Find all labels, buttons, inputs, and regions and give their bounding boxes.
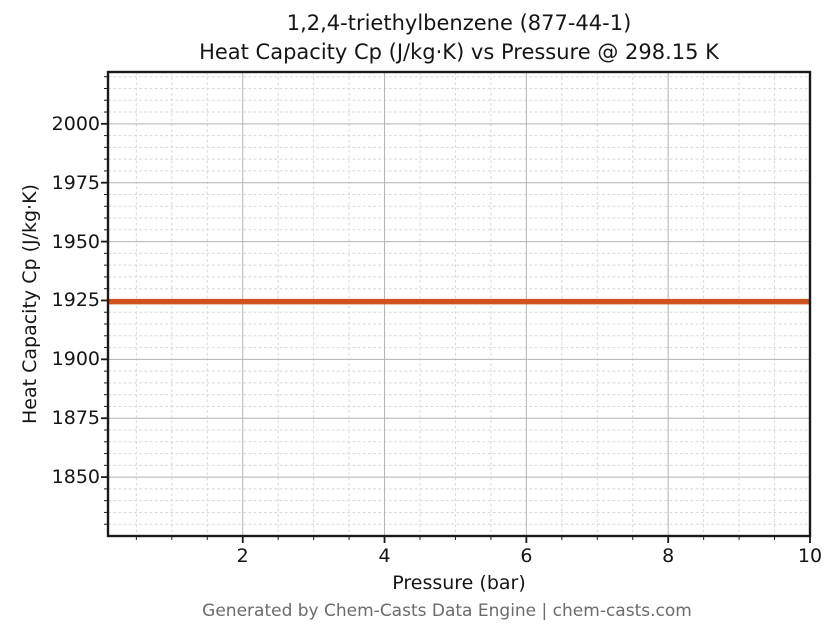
y-tick-label: 1875 <box>51 407 100 430</box>
x-axis-label: Pressure (bar) <box>392 572 526 594</box>
chart-title-line1: 1,2,4-triethylbenzene (877-44-1) <box>286 11 632 35</box>
chart-title-line2: Heat Capacity Cp (J/kg·K) vs Pressure @ … <box>199 40 719 64</box>
x-tick-label: 8 <box>662 545 675 567</box>
x-tick-label: 4 <box>378 545 391 567</box>
y-tick-label: 1975 <box>51 171 100 194</box>
y-tick-label: 1925 <box>51 289 100 312</box>
x-tick-label: 10 <box>797 545 823 567</box>
footer-attribution: Generated by Chem-Casts Data Engine | ch… <box>202 601 692 621</box>
y-axis-label: Heat Capacity Cp (J/kg·K) <box>19 184 41 424</box>
y-tick-label: 2000 <box>51 112 100 135</box>
chart-title: 1,2,4-triethylbenzene (877-44-1) Heat Ca… <box>108 9 810 67</box>
x-tick-label: 2 <box>236 545 249 567</box>
x-tick-label: 6 <box>520 545 533 567</box>
y-tick-label: 1850 <box>51 466 100 489</box>
y-tick-label: 1950 <box>51 230 100 253</box>
y-tick-label: 1900 <box>51 348 100 371</box>
plot-border <box>106 70 812 538</box>
